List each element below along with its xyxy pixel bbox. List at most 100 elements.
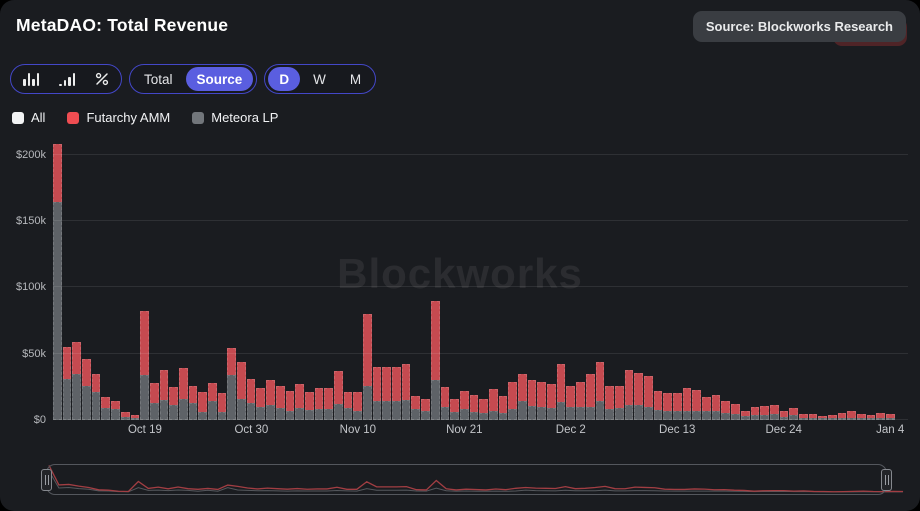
chart-bar[interactable] bbox=[130, 414, 140, 420]
chart-bar[interactable] bbox=[886, 414, 895, 420]
chart-bar[interactable] bbox=[382, 366, 392, 420]
chart-bar[interactable] bbox=[798, 414, 808, 420]
chart-type-grouped-bar-button[interactable] bbox=[50, 67, 84, 91]
chart-bar[interactable] bbox=[624, 369, 634, 420]
chart-bar[interactable] bbox=[498, 396, 508, 420]
chart-bar[interactable] bbox=[847, 410, 857, 420]
chart-bar[interactable] bbox=[547, 383, 556, 420]
period-d-button[interactable]: D bbox=[268, 67, 301, 91]
chart-bar[interactable] bbox=[518, 373, 527, 420]
chart-bar[interactable] bbox=[62, 347, 72, 420]
chart-bar[interactable] bbox=[789, 408, 798, 420]
chart-bar[interactable] bbox=[450, 398, 459, 420]
chart-bar[interactable] bbox=[527, 379, 537, 420]
chart-bar[interactable] bbox=[411, 396, 421, 420]
chart-bar[interactable] bbox=[169, 386, 178, 420]
chart-bar[interactable] bbox=[353, 392, 362, 420]
chart-bar[interactable] bbox=[760, 406, 769, 420]
chart-bar[interactable] bbox=[246, 378, 256, 420]
chart-bar[interactable] bbox=[101, 397, 111, 420]
chart-bar[interactable] bbox=[828, 415, 837, 420]
chart-bar[interactable] bbox=[479, 398, 488, 420]
legend-item-meteora-lp[interactable]: Meteora LP bbox=[192, 110, 278, 125]
chart-bar[interactable] bbox=[721, 401, 731, 420]
chart-bar[interactable] bbox=[556, 364, 566, 420]
chart-bar[interactable] bbox=[178, 368, 188, 420]
chart-bar[interactable] bbox=[576, 381, 585, 420]
chart-type-percent-button[interactable] bbox=[86, 67, 118, 91]
chart-bar[interactable] bbox=[256, 388, 266, 420]
chart-bar[interactable] bbox=[53, 144, 62, 420]
chart-bar[interactable] bbox=[643, 376, 653, 420]
chart-bar[interactable] bbox=[120, 412, 130, 420]
mode-source-button[interactable]: Source bbox=[185, 67, 254, 91]
chart-bar[interactable] bbox=[295, 384, 304, 420]
chart-bar[interactable] bbox=[779, 410, 789, 420]
chart-bar[interactable] bbox=[314, 388, 324, 420]
chart-bar[interactable] bbox=[343, 392, 353, 420]
chart-bar[interactable] bbox=[285, 390, 295, 420]
chart-bar[interactable] bbox=[750, 406, 760, 420]
chart-bar[interactable] bbox=[663, 393, 672, 420]
chart-bar[interactable] bbox=[82, 358, 91, 420]
chart-bar[interactable] bbox=[731, 404, 740, 420]
mode-total-button[interactable]: Total bbox=[133, 67, 184, 91]
chart-bar[interactable] bbox=[857, 414, 866, 420]
chart-bar[interactable] bbox=[430, 300, 440, 420]
chart-bar[interactable] bbox=[140, 311, 149, 420]
chart-bar[interactable] bbox=[149, 382, 159, 420]
period-w-button[interactable]: W bbox=[302, 67, 337, 91]
chart-bar[interactable] bbox=[198, 392, 207, 420]
range-navigator[interactable] bbox=[41, 461, 908, 498]
chart-bar[interactable] bbox=[111, 401, 120, 420]
chart-bar[interactable] bbox=[634, 372, 643, 420]
chart-bar[interactable] bbox=[808, 414, 818, 420]
chart-bar[interactable] bbox=[585, 373, 595, 420]
chart-bar[interactable] bbox=[866, 415, 876, 420]
chart-bar[interactable] bbox=[91, 373, 101, 420]
chart-bar[interactable] bbox=[237, 361, 246, 420]
chart-bar[interactable] bbox=[275, 385, 285, 420]
chart-bar[interactable] bbox=[333, 370, 343, 420]
chart-bar[interactable] bbox=[605, 385, 614, 420]
chart-bar[interactable] bbox=[837, 412, 847, 420]
chart-bar[interactable] bbox=[440, 386, 450, 420]
chart-bar[interactable] bbox=[372, 366, 382, 420]
legend-item-futarchy-amm[interactable]: Futarchy AMM bbox=[67, 110, 170, 125]
chart-bar[interactable] bbox=[227, 348, 237, 420]
chart-bar[interactable] bbox=[421, 398, 430, 420]
chart-bar[interactable] bbox=[740, 411, 750, 420]
chart-bar[interactable] bbox=[876, 413, 886, 420]
chart-bar[interactable] bbox=[159, 369, 169, 420]
chart-bar[interactable] bbox=[363, 313, 372, 420]
chart-bar[interactable] bbox=[818, 416, 827, 420]
chart-bar[interactable] bbox=[653, 390, 663, 420]
chart-bar[interactable] bbox=[488, 388, 498, 420]
chart-bar[interactable] bbox=[566, 385, 576, 420]
chart-bar[interactable] bbox=[537, 381, 547, 420]
chart-bar[interactable] bbox=[711, 395, 721, 420]
navigator-right-handle[interactable] bbox=[881, 468, 892, 491]
chart-bar[interactable] bbox=[304, 391, 314, 420]
chart-bar[interactable] bbox=[469, 394, 479, 420]
chart-bar[interactable] bbox=[673, 393, 682, 420]
chart-bar[interactable] bbox=[324, 388, 333, 420]
chart-bar[interactable] bbox=[702, 396, 711, 420]
chart-bar[interactable] bbox=[595, 361, 605, 420]
chart-bar[interactable] bbox=[208, 382, 217, 420]
chart-bar[interactable] bbox=[72, 341, 82, 420]
navigator-window[interactable] bbox=[41, 464, 892, 495]
legend-item-all[interactable]: All bbox=[12, 110, 45, 125]
chart-type-stacked-bar-button[interactable] bbox=[14, 67, 48, 91]
chart-bar[interactable] bbox=[682, 388, 692, 420]
chart-bar[interactable] bbox=[769, 405, 779, 420]
chart-bar[interactable] bbox=[459, 390, 469, 420]
chart-bar[interactable] bbox=[692, 390, 702, 420]
chart-bar[interactable] bbox=[392, 366, 401, 420]
chart-bar[interactable] bbox=[508, 381, 517, 420]
period-m-button[interactable]: M bbox=[339, 67, 372, 91]
chart-bar[interactable] bbox=[266, 380, 275, 420]
navigator-left-handle[interactable] bbox=[41, 468, 52, 491]
chart-bar[interactable] bbox=[188, 385, 198, 420]
chart-bar[interactable] bbox=[614, 386, 624, 420]
